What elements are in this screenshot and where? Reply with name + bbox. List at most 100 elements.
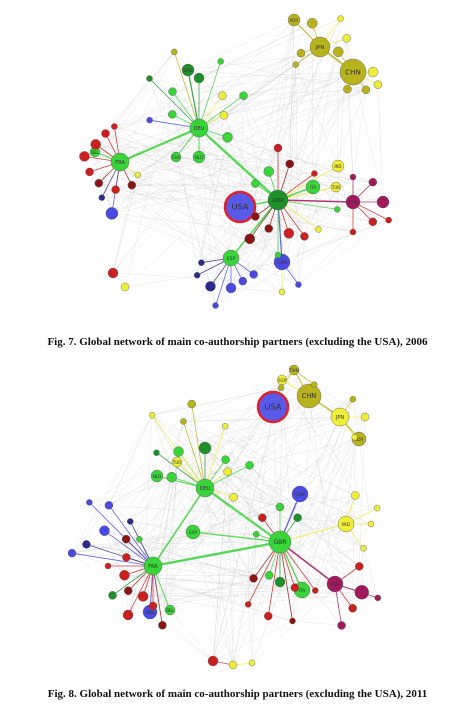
country-node xyxy=(148,411,156,419)
edge xyxy=(172,95,244,115)
country-node xyxy=(124,586,133,595)
country-node xyxy=(258,513,267,522)
node-label: CHN xyxy=(302,392,317,400)
edge xyxy=(137,174,373,222)
country-node xyxy=(229,493,238,502)
country-node xyxy=(337,621,346,630)
edge xyxy=(124,147,279,288)
edge xyxy=(124,91,173,288)
edge xyxy=(71,552,127,558)
edge xyxy=(172,61,221,115)
edge xyxy=(108,505,372,525)
node-label: USA xyxy=(231,202,248,212)
country-node xyxy=(348,604,357,613)
country-node xyxy=(331,159,345,173)
edge xyxy=(191,404,194,533)
edge xyxy=(89,51,175,173)
edge xyxy=(352,548,364,609)
edge xyxy=(130,475,158,522)
edge xyxy=(363,548,378,598)
edge xyxy=(299,493,378,509)
country-node xyxy=(185,524,201,540)
edge xyxy=(86,544,281,583)
country-node xyxy=(158,621,167,630)
edge xyxy=(115,189,232,259)
edge xyxy=(230,287,283,293)
country-node xyxy=(267,189,289,211)
edge xyxy=(198,61,222,129)
country-node xyxy=(67,548,77,558)
edge xyxy=(149,78,373,222)
edge xyxy=(191,403,206,489)
edge xyxy=(101,197,299,285)
edge xyxy=(192,531,257,535)
edge xyxy=(156,452,206,489)
edge xyxy=(298,219,389,285)
edge xyxy=(198,71,354,79)
edge xyxy=(115,71,354,190)
edge xyxy=(151,415,263,518)
country-node xyxy=(368,217,377,226)
country-node xyxy=(122,609,134,621)
country-node xyxy=(218,91,227,100)
edge xyxy=(172,114,224,116)
node-label: JPN xyxy=(314,45,324,51)
country-node xyxy=(330,407,350,427)
country-node xyxy=(86,499,93,506)
edge xyxy=(124,575,316,591)
country-node xyxy=(166,471,177,483)
edge xyxy=(104,530,154,567)
country-node xyxy=(360,545,367,552)
country-node xyxy=(296,383,322,409)
edge xyxy=(187,69,223,96)
edge xyxy=(84,71,374,157)
country-node xyxy=(181,63,195,77)
edge xyxy=(243,71,354,96)
country-node xyxy=(82,540,91,549)
node-label: DEU xyxy=(200,486,211,492)
edge xyxy=(104,399,354,531)
country-node xyxy=(146,116,153,124)
country-node xyxy=(189,118,209,138)
edge xyxy=(277,199,354,203)
edge xyxy=(233,497,342,626)
edge xyxy=(298,231,354,285)
country-node xyxy=(334,206,341,213)
country-node xyxy=(296,48,306,58)
country-node xyxy=(101,129,110,138)
edge xyxy=(280,387,378,509)
node-label: ESP xyxy=(227,256,236,262)
edge xyxy=(191,403,364,549)
edge xyxy=(212,575,270,662)
edge xyxy=(114,126,241,208)
edge xyxy=(227,137,354,178)
edge xyxy=(126,497,234,558)
edge xyxy=(233,497,364,549)
edge xyxy=(173,51,200,129)
edge xyxy=(220,61,337,188)
country-node xyxy=(150,469,164,483)
edge xyxy=(198,127,232,259)
country-node xyxy=(251,212,260,221)
country-node xyxy=(263,166,274,177)
edge xyxy=(130,521,154,607)
country-node xyxy=(287,13,301,27)
edge xyxy=(279,437,355,583)
edge xyxy=(149,78,200,129)
country-node xyxy=(312,587,319,594)
edge xyxy=(227,471,364,549)
edge xyxy=(128,590,171,611)
edge xyxy=(187,19,295,71)
edge xyxy=(94,151,373,222)
edge xyxy=(248,416,341,605)
country-node xyxy=(228,660,238,670)
country-node xyxy=(345,194,361,210)
edge xyxy=(255,19,295,184)
country-node xyxy=(244,233,255,245)
edge xyxy=(192,531,281,543)
edge xyxy=(314,173,338,210)
edge xyxy=(95,144,384,203)
country-node xyxy=(361,85,371,94)
edge xyxy=(347,89,354,178)
country-node xyxy=(300,232,309,241)
